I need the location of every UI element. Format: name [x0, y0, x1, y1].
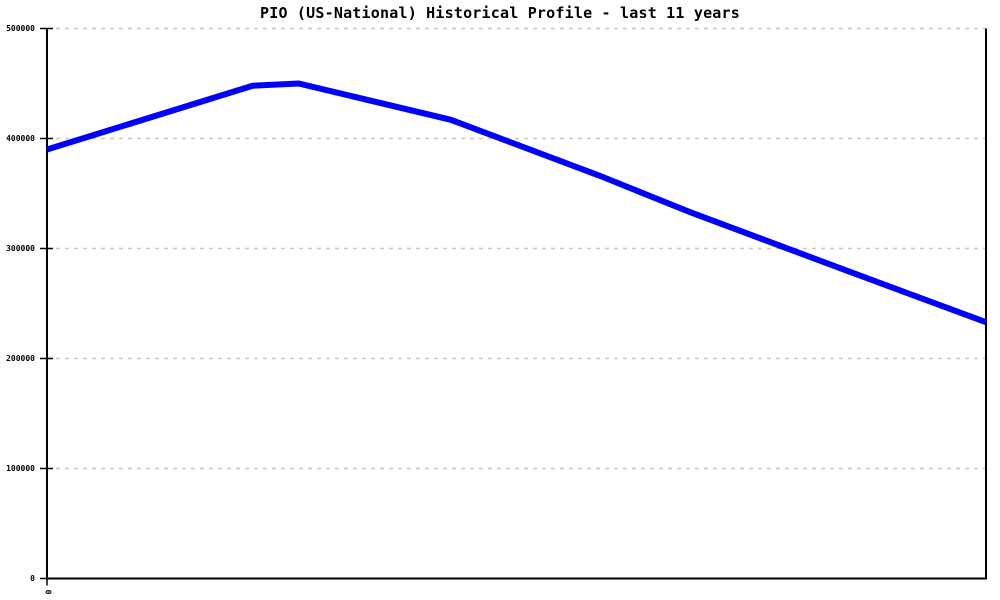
data-line-0	[46, 80, 988, 326]
y-tick-label-500000: 500000	[6, 23, 35, 33]
y-tick-label-0: 0	[30, 573, 35, 583]
chart-title: PIO (US-National) Historical Profile - l…	[260, 4, 740, 22]
y-tick-label-300000: 300000	[6, 243, 35, 253]
y-tick-label-400000: 400000	[6, 133, 35, 143]
x-tick-label: 0	[43, 589, 53, 594]
y-tick-label-100000: 100000	[6, 463, 35, 473]
y-tick-label-200000: 200000	[6, 353, 35, 363]
